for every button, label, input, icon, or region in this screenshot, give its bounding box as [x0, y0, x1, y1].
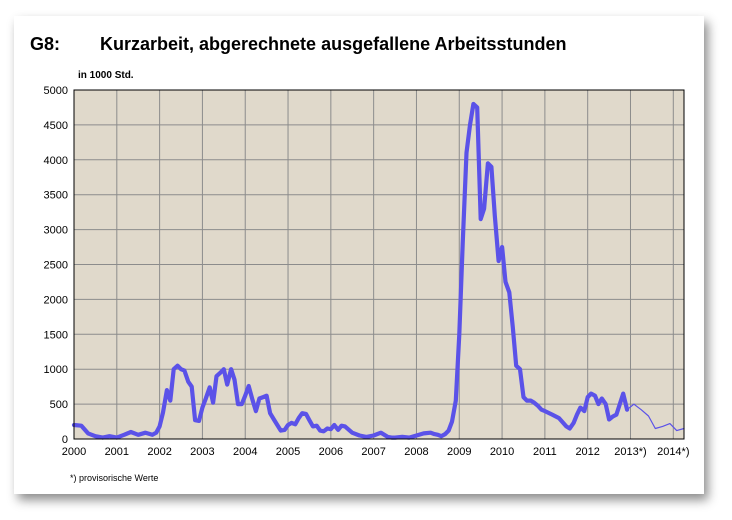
chart-title: Kurzarbeit, abgerechnete ausgefallene Ar… — [100, 34, 567, 54]
x-tick-label: 2002 — [147, 446, 171, 458]
figure-code: G8: — [30, 34, 61, 54]
y-tick-label: 4000 — [44, 155, 68, 167]
y-tick-label: 1000 — [44, 364, 68, 376]
x-tick-label: 2010 — [490, 446, 514, 458]
provisional-series-line — [626, 403, 685, 432]
x-tick-label: 2006 — [319, 446, 343, 458]
plot-frame — [73, 89, 685, 440]
y-tick-label: 1500 — [44, 329, 68, 341]
series-line — [71, 101, 630, 440]
x-tick-labels: 2000 2001 2002 2003 2004 2005 2006 2007 2008 2009… — [62, 446, 690, 458]
x-tick-label: 2012 — [575, 446, 599, 458]
x-tick-label: 2013*) — [614, 446, 646, 458]
data-series — [71, 101, 685, 440]
y-tick-label: 0 — [62, 434, 68, 446]
y-axis-unit-label: in 1000 Std. — [78, 70, 134, 81]
y-tick-label: 500 — [50, 399, 68, 411]
y-tick-labels: 0 500 1000 1500 2000 2500 3000 3500 4000 4500 5000 — [44, 85, 68, 446]
x-tick-label: 2001 — [105, 446, 129, 458]
y-tick-label: 2500 — [44, 260, 68, 272]
x-tick-label: 2014*) — [657, 446, 689, 458]
x-tick-label: 2003 — [190, 446, 214, 458]
x-tick-label: 2004 — [233, 446, 257, 458]
y-tick-label: 3500 — [44, 190, 68, 202]
x-tick-label: 2009 — [447, 446, 471, 458]
x-tick-label: 2007 — [361, 446, 385, 458]
x-tick-label: 2005 — [276, 446, 300, 458]
y-tick-label: 4500 — [44, 120, 68, 132]
y-tick-label: 2000 — [44, 294, 68, 306]
footnote: *) provisorische Werte — [70, 473, 159, 483]
x-tick-label: 2008 — [404, 446, 428, 458]
x-tick-label: 2000 — [62, 446, 86, 458]
y-tick-label: 3000 — [44, 225, 68, 237]
y-tick-label: 5000 — [44, 85, 68, 97]
x-tick-label: 2011 — [533, 446, 557, 458]
